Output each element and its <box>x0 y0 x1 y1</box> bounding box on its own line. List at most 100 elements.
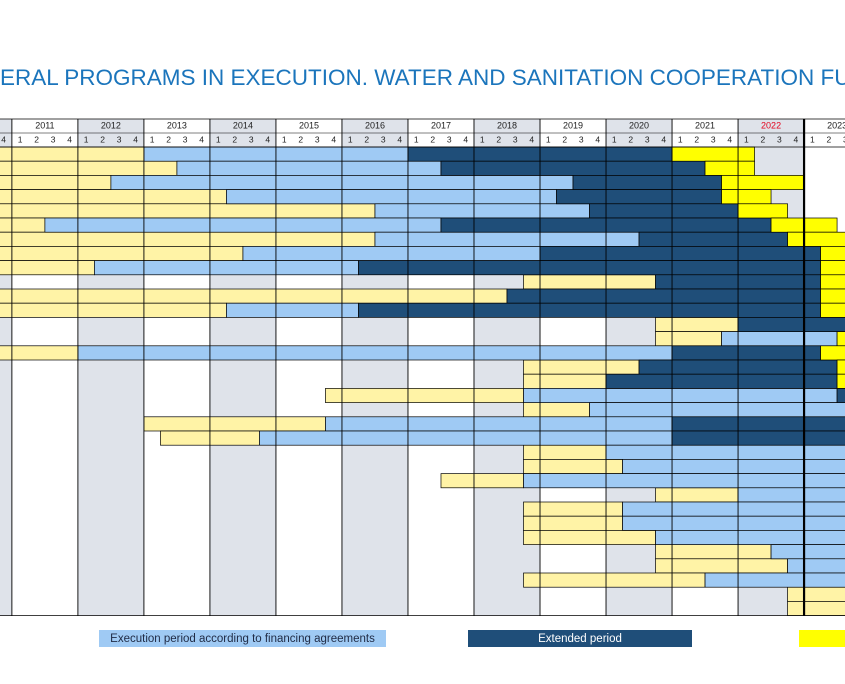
bar-segment <box>704 160 755 176</box>
bar-segment <box>655 530 845 545</box>
quarter-label: 2 <box>100 134 105 144</box>
quarter-label: 3 <box>843 134 845 144</box>
bar-segment <box>820 288 845 304</box>
bar-segment <box>94 260 359 276</box>
quarter-label: 1 <box>810 134 815 144</box>
bar-segment <box>523 388 838 403</box>
bar-segment <box>358 302 821 318</box>
quarter-label: 3 <box>645 134 650 144</box>
quarter-label: 2 <box>694 134 699 144</box>
year-label: 2012 <box>101 120 121 130</box>
bar-segment <box>0 146 145 162</box>
quarter-label: 3 <box>381 134 386 144</box>
year-label: 2011 <box>35 120 54 130</box>
bar-segment <box>523 501 623 517</box>
bar-segment <box>655 544 772 560</box>
bar-segment <box>325 388 524 403</box>
legend-label: Execution period according to financing … <box>110 633 375 645</box>
year-label: 2013 <box>167 120 187 130</box>
bar-segment <box>0 217 46 233</box>
quarter-label: 3 <box>513 134 518 144</box>
bar-segment <box>523 359 640 375</box>
bar-segment <box>259 430 673 446</box>
bar-segment <box>671 345 821 361</box>
quarter-label: 1 <box>480 134 485 144</box>
quarter-label: 1 <box>150 134 155 144</box>
quarter-label: 3 <box>711 134 716 144</box>
bar-segment <box>655 331 722 347</box>
quarter-label: 4 <box>727 134 732 144</box>
quarter-label: 4 <box>595 134 600 144</box>
quarter-label: 1 <box>282 134 287 144</box>
quarter-label: 2 <box>232 134 237 144</box>
quarter-label: 4 <box>463 134 468 144</box>
bar-segment <box>605 444 845 460</box>
quarter-label: 2 <box>562 134 567 144</box>
bar-segment <box>721 331 838 347</box>
quarter-label: 4 <box>529 134 534 144</box>
bar-segment <box>44 217 442 233</box>
year-label: 2014 <box>233 120 253 130</box>
year-label: 2022 <box>761 120 781 130</box>
quarter-label: 4 <box>1 134 6 144</box>
year-label: 2017 <box>431 120 451 130</box>
bar-segment <box>77 345 673 361</box>
bar-segment <box>0 160 178 176</box>
bar-segment <box>737 203 788 219</box>
quarter-label: 1 <box>612 134 617 144</box>
chart-title: ERAL PROGRAMS IN EXECUTION. WATER AND SA… <box>0 65 845 90</box>
bar-segment <box>770 544 845 560</box>
legend: Execution period according to financing … <box>99 630 845 647</box>
bar-segment <box>787 231 845 247</box>
bar-segment <box>325 416 673 432</box>
quarter-label: 2 <box>628 134 633 144</box>
quarter-label: 4 <box>661 134 666 144</box>
bar-segment <box>374 203 590 219</box>
bar-segment <box>0 203 376 219</box>
bar-segment <box>226 302 359 318</box>
bar-segment <box>836 331 845 347</box>
bar-segment <box>523 515 623 531</box>
bar-segment <box>721 175 805 190</box>
bar-segment <box>671 416 845 432</box>
quarter-label: 2 <box>298 134 303 144</box>
bar-segment <box>0 175 112 190</box>
quarter-label: 3 <box>447 134 452 144</box>
quarter-label: 4 <box>133 134 138 144</box>
legend-swatch <box>468 630 692 647</box>
bar-segment <box>523 402 590 418</box>
bar-segment <box>737 487 845 503</box>
legend-label: Extended period <box>538 633 622 645</box>
bar-segment <box>737 317 845 332</box>
bar-segment <box>0 260 95 276</box>
year-label: 2021 <box>695 120 715 130</box>
bar-segment <box>820 345 845 361</box>
quarter-label: 1 <box>216 134 221 144</box>
quarter-label: 4 <box>265 134 270 144</box>
year-label: 2016 <box>365 120 385 130</box>
bar-segment <box>721 189 772 205</box>
bar-segment <box>605 373 838 389</box>
bar-segment <box>523 572 706 588</box>
bar-segment <box>671 430 845 446</box>
quarter-label: 2 <box>826 134 831 144</box>
quarter-label: 2 <box>496 134 501 144</box>
bar-segment <box>655 487 739 503</box>
quarter-label: 2 <box>430 134 435 144</box>
year-label: 2020 <box>629 120 649 130</box>
bar-segment <box>836 359 845 375</box>
year-label: 2018 <box>497 120 517 130</box>
quarter-label: 3 <box>183 134 188 144</box>
year-label: 2015 <box>299 120 319 130</box>
bar-segment <box>556 189 722 205</box>
quarter-label: 3 <box>249 134 254 144</box>
legend-swatch <box>99 630 386 647</box>
bar-segment <box>836 373 845 389</box>
bar-segment <box>0 231 376 247</box>
quarter-label: 2 <box>166 134 171 144</box>
bar-segment <box>523 444 607 460</box>
year-label: 2023 <box>827 120 845 130</box>
bar-segment <box>358 260 821 276</box>
bar-segment <box>0 288 508 304</box>
